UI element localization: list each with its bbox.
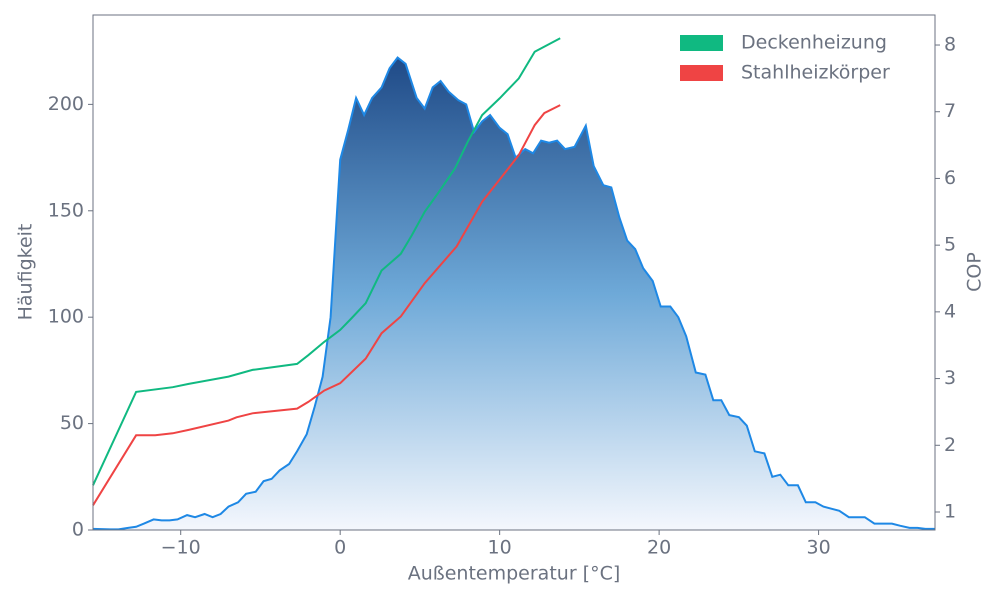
y2-tick-label: 2 (944, 434, 956, 456)
y2-tick-label: 5 (944, 234, 956, 256)
plot-frame (92, 14, 936, 531)
y-tick-label: 100 (48, 306, 84, 328)
y-axis-label: Häufigkeit (15, 224, 37, 321)
x-axis-label: Außentemperatur [°C] (408, 563, 621, 585)
legend-swatch (680, 35, 723, 51)
y2-tick-label: 1 (944, 500, 956, 522)
y-tick-label: 0 (72, 519, 84, 541)
y-tick-label: 50 (60, 412, 84, 434)
legend-label: Stahlheizkörper (741, 62, 890, 84)
x-tick-label: 10 (488, 537, 512, 559)
x-tick-label: 20 (647, 537, 671, 559)
y-tick-label: 200 (48, 93, 84, 115)
legend-label: Deckenheizung (741, 32, 887, 54)
y2-axis-label: COP (964, 252, 986, 292)
line (92, 104, 561, 506)
y-tick-label: 150 (48, 199, 84, 221)
y2-tick-label: 3 (944, 367, 956, 389)
x-tick-label: 0 (334, 537, 346, 559)
y2-tick-label: 8 (944, 34, 956, 56)
y2-tick-label: 4 (944, 300, 956, 322)
line (92, 37, 561, 486)
y2-tick-label: 7 (944, 100, 956, 122)
area-fill (93, 57, 935, 530)
y2-tick-label: 6 (944, 167, 956, 189)
x-tick-label: 30 (806, 537, 830, 559)
legend-swatch (680, 65, 723, 81)
x-tick-label: −10 (161, 537, 201, 559)
